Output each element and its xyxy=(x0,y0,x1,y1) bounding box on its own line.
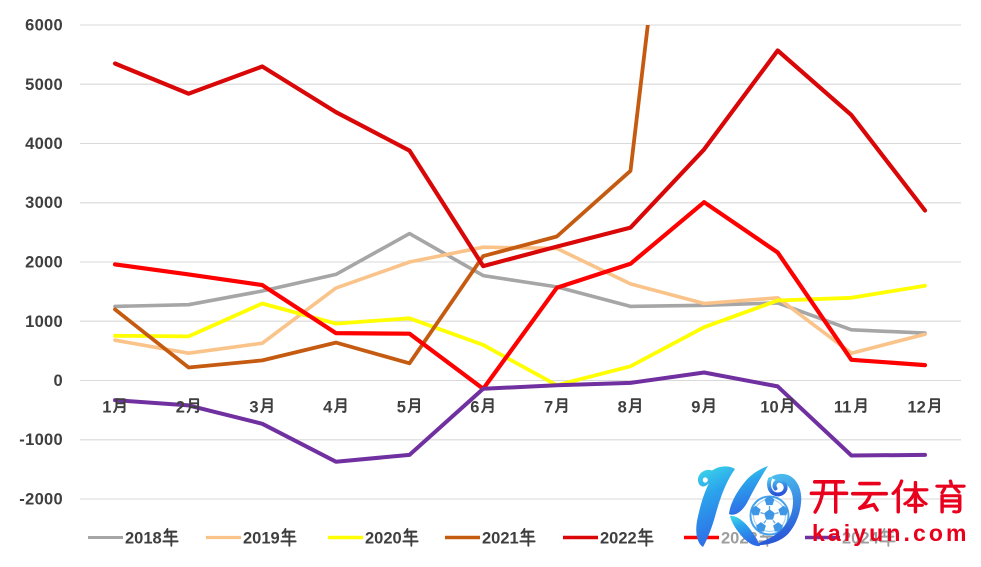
svg-text:3: 3 xyxy=(249,399,258,417)
svg-text:2024: 2024 xyxy=(842,530,880,548)
svg-text:2: 2 xyxy=(176,399,185,417)
svg-text:2021: 2021 xyxy=(482,530,519,548)
svg-text:5000: 5000 xyxy=(25,76,63,94)
svg-text:10: 10 xyxy=(760,399,778,417)
svg-text:12: 12 xyxy=(908,399,926,417)
svg-text:5: 5 xyxy=(397,399,406,417)
svg-text:2022: 2022 xyxy=(600,530,637,548)
svg-text:9: 9 xyxy=(691,399,700,417)
svg-text:2018: 2018 xyxy=(125,530,162,548)
svg-text:0: 0 xyxy=(54,372,63,390)
svg-text:3000: 3000 xyxy=(25,194,63,212)
svg-text:1: 1 xyxy=(102,399,111,417)
svg-text:4000: 4000 xyxy=(25,135,63,153)
svg-text:6000: 6000 xyxy=(25,17,63,35)
svg-text:1000: 1000 xyxy=(25,313,63,331)
svg-text:11: 11 xyxy=(834,399,851,417)
svg-text:2019: 2019 xyxy=(243,530,280,548)
svg-text:2000: 2000 xyxy=(25,254,63,272)
svg-text:8: 8 xyxy=(618,399,627,417)
svg-text:6: 6 xyxy=(470,399,479,417)
svg-text:2020: 2020 xyxy=(365,530,402,548)
svg-text:-2000: -2000 xyxy=(19,491,63,509)
svg-text:-1000: -1000 xyxy=(19,431,63,449)
svg-text:kaiyun.com: kaiyun.com xyxy=(812,520,970,546)
svg-text:7: 7 xyxy=(544,399,553,417)
svg-text:4: 4 xyxy=(323,399,333,417)
